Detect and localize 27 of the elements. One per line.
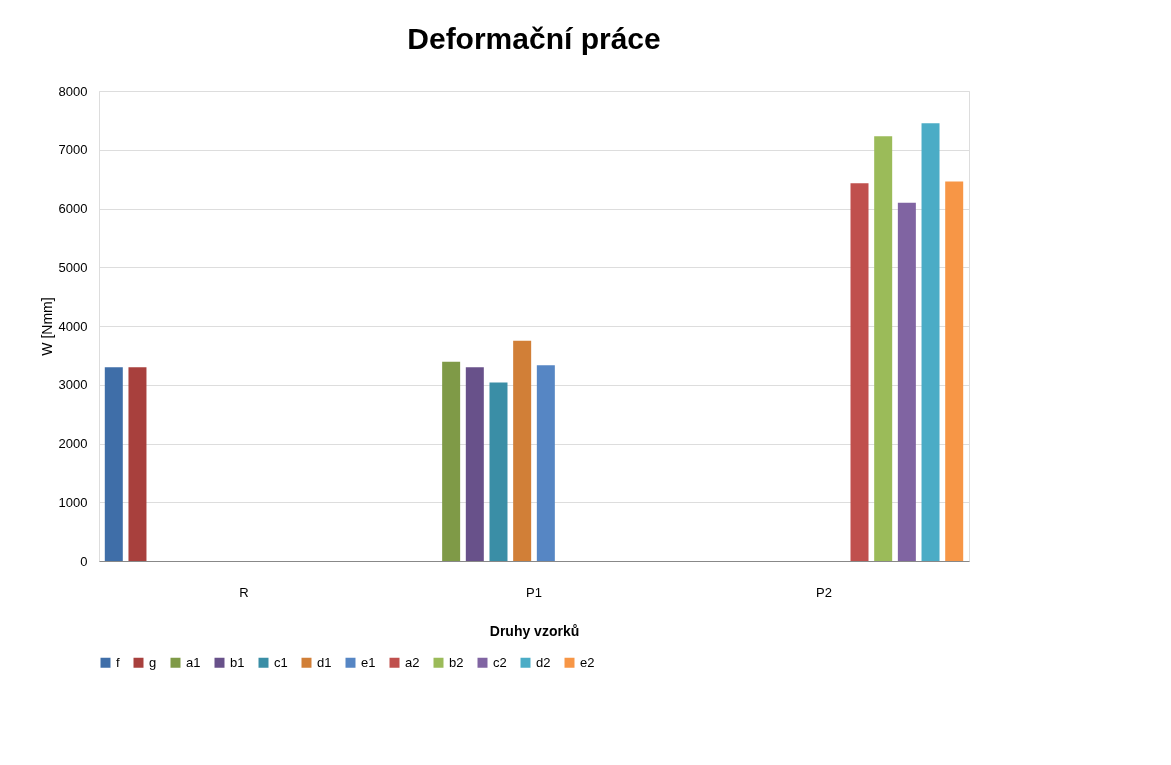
- y-tick-label: 6000: [58, 201, 88, 216]
- legend-label: d1: [317, 654, 332, 670]
- y-tick-label: 3000: [58, 377, 88, 393]
- y-tick-label: 0: [80, 553, 88, 569]
- legend-label: a2: [405, 654, 420, 670]
- legend-label: d2: [536, 654, 551, 670]
- x-tick-label: R: [239, 584, 249, 600]
- x-axis-title: Druhy vzorků: [489, 622, 580, 639]
- x-tick-label: P1: [526, 584, 542, 600]
- legend-label: b1: [230, 654, 245, 670]
- legend-label: c1: [274, 654, 288, 670]
- x-tick-label: P2: [816, 584, 832, 600]
- y-tick-label: 8000: [58, 83, 88, 99]
- legend-label: g: [149, 654, 157, 670]
- legend-label: e2: [580, 654, 595, 670]
- chart-title: Deformační práce: [407, 22, 661, 55]
- legend-label: b2: [449, 654, 464, 670]
- y-tick-label: 7000: [58, 142, 88, 158]
- legend-label: c2: [493, 654, 507, 670]
- y-tick-label: 2000: [58, 436, 88, 451]
- legend-label: e1: [361, 654, 376, 670]
- y-tick-label: 5000: [58, 259, 88, 275]
- legend-label: a1: [186, 654, 201, 670]
- y-tick-label: 1000: [58, 494, 88, 510]
- legend-label: f: [116, 654, 120, 670]
- y-tick-label: 4000: [58, 318, 88, 334]
- y-axis-title: W [Nmm]: [38, 297, 55, 356]
